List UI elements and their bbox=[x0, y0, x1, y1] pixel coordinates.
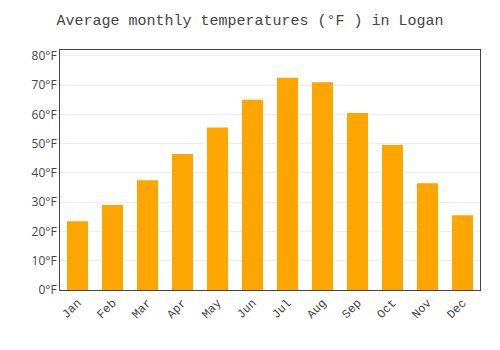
svg-text:60°F: 60°F bbox=[32, 106, 57, 123]
svg-text:Mar: Mar bbox=[129, 297, 154, 322]
svg-text:Nov: Nov bbox=[409, 297, 434, 322]
svg-text:0°F: 0°F bbox=[38, 281, 56, 298]
svg-text:40°F: 40°F bbox=[32, 164, 57, 181]
svg-text:70°F: 70°F bbox=[32, 76, 57, 93]
svg-text:Aug: Aug bbox=[304, 297, 329, 322]
svg-text:30°F: 30°F bbox=[32, 193, 57, 210]
svg-text:80°F: 80°F bbox=[32, 47, 57, 64]
svg-text:10°F: 10°F bbox=[32, 252, 57, 269]
svg-text:Jun: Jun bbox=[234, 297, 259, 322]
svg-text:Apr: Apr bbox=[164, 297, 189, 322]
svg-text:Dec: Dec bbox=[444, 297, 469, 322]
svg-text:Jan: Jan bbox=[59, 297, 84, 322]
svg-text:May: May bbox=[199, 297, 224, 322]
svg-text:Average monthly temperatures (: Average monthly temperatures (°F ) in Lo… bbox=[56, 13, 443, 30]
svg-text:Sep: Sep bbox=[339, 297, 364, 322]
svg-text:Jul: Jul bbox=[269, 297, 294, 322]
svg-text:Feb: Feb bbox=[94, 297, 119, 322]
svg-text:50°F: 50°F bbox=[32, 135, 57, 152]
svg-text:Oct: Oct bbox=[374, 297, 399, 322]
svg-text:20°F: 20°F bbox=[32, 223, 57, 240]
